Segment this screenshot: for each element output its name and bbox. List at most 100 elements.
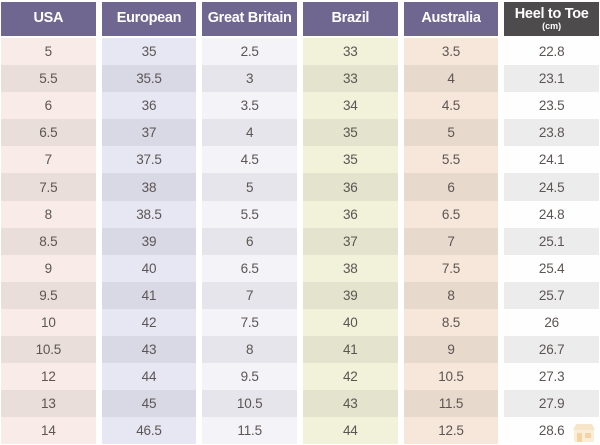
cell-usa: 10	[1, 308, 96, 337]
column-header-label: European	[116, 10, 182, 27]
cell-brazil: 35	[302, 146, 398, 174]
column-header-australia: Australia	[403, 2, 499, 36]
cell-brazil: 43	[302, 390, 398, 418]
cell-australia: 7.5	[403, 254, 499, 282]
column-header-european: European	[101, 2, 197, 36]
cell-brazil: 36	[302, 173, 398, 201]
column-header-label: Australia	[421, 10, 481, 27]
cell-great-britain: 5	[202, 173, 297, 201]
cell-heel-to-toe: 22.8	[504, 38, 599, 66]
cell-australia: 12.5	[403, 417, 499, 445]
cell-brazil: 40	[302, 308, 398, 337]
cell-heel-to-toe: 23.8	[504, 119, 599, 147]
cell-great-britain: 3.5	[202, 92, 297, 120]
cell-great-britain: 10.5	[202, 390, 297, 418]
cell-brazil: 38	[302, 254, 398, 282]
cell-great-britain: 2.5	[202, 38, 297, 66]
column-header-label: USA	[33, 10, 64, 27]
cell-usa: 13	[1, 390, 96, 418]
cell-usa: 6	[1, 92, 96, 120]
cell-brazil: 37	[302, 227, 398, 255]
cell-usa: 12	[1, 363, 96, 391]
column-header-brazil: Brazil	[302, 2, 398, 36]
column-header-heel-to-toe: Heel to Toe (cm)	[504, 2, 599, 36]
column-header-label: Great Britain	[207, 10, 292, 27]
cell-great-britain: 8	[202, 336, 297, 364]
cell-australia: 5.5	[403, 146, 499, 174]
cell-usa: 9.5	[1, 281, 96, 309]
cell-australia: 6	[403, 173, 499, 201]
cell-european: 42	[101, 308, 197, 337]
cell-brazil: 42	[302, 363, 398, 391]
cell-usa: 6.5	[1, 119, 96, 147]
cell-usa: 10.5	[1, 336, 96, 364]
cell-australia: 6.5	[403, 200, 499, 228]
cell-usa: 7.5	[1, 173, 96, 201]
cell-great-britain: 7.5	[202, 308, 297, 337]
cell-brazil: 41	[302, 336, 398, 364]
column-header-great-britain: Great Britain	[202, 2, 297, 36]
cell-heel-to-toe: 25.1	[504, 227, 599, 255]
cell-great-britain: 3	[202, 65, 297, 93]
cell-heel-to-toe: 25.4	[504, 254, 599, 282]
cell-european: 39	[101, 227, 197, 255]
cell-heel-to-toe: 28.6	[504, 417, 599, 445]
column-header-label: Brazil	[331, 10, 370, 27]
cell-european: 43	[101, 336, 197, 364]
cell-usa: 5	[1, 38, 96, 66]
cell-heel-to-toe: 23.1	[504, 65, 599, 93]
cell-heel-to-toe: 27.9	[504, 390, 599, 418]
cell-australia: 9	[403, 336, 499, 364]
cell-usa: 7	[1, 146, 96, 174]
cell-usa: 8	[1, 200, 96, 228]
cell-australia: 4	[403, 65, 499, 93]
cell-brazil: 34	[302, 92, 398, 120]
cell-european: 38	[101, 173, 197, 201]
cell-australia: 4.5	[403, 92, 499, 120]
cell-european: 35	[101, 38, 197, 66]
cell-european: 46.5	[101, 417, 197, 445]
cell-australia: 11.5	[403, 390, 499, 418]
cell-brazil: 33	[302, 65, 398, 93]
cell-european: 37	[101, 119, 197, 147]
cell-great-britain: 5.5	[202, 200, 297, 228]
cell-australia: 3.5	[403, 38, 499, 66]
cell-great-britain: 11.5	[202, 417, 297, 445]
cell-heel-to-toe: 25.7	[504, 281, 599, 309]
cell-australia: 7	[403, 227, 499, 255]
cell-australia: 8	[403, 281, 499, 309]
cell-great-britain: 7	[202, 281, 297, 309]
cell-heel-to-toe: 24.8	[504, 200, 599, 228]
cell-heel-to-toe: 23.5	[504, 92, 599, 120]
cell-european: 44	[101, 363, 197, 391]
cell-heel-to-toe: 24.1	[504, 146, 599, 174]
cell-brazil: 44	[302, 417, 398, 445]
cell-great-britain: 9.5	[202, 363, 297, 391]
cell-great-britain: 4.5	[202, 146, 297, 174]
cell-european: 37.5	[101, 146, 197, 174]
cell-australia: 8.5	[403, 308, 499, 337]
cell-heel-to-toe: 24.5	[504, 173, 599, 201]
column-header-usa: USA	[1, 2, 96, 36]
shop-logo-icon	[573, 424, 595, 442]
cell-usa: 14	[1, 417, 96, 445]
cell-usa: 5.5	[1, 65, 96, 93]
cell-european: 40	[101, 254, 197, 282]
cell-great-britain: 4	[202, 119, 297, 147]
column-header-label: Heel to Toe	[514, 5, 589, 22]
cell-brazil: 33	[302, 38, 398, 66]
cell-usa: 9	[1, 254, 96, 282]
cell-heel-to-toe: 27.3	[504, 363, 599, 391]
cell-australia: 10.5	[403, 363, 499, 391]
cell-european: 35.5	[101, 65, 197, 93]
cell-brazil: 35	[302, 119, 398, 147]
cell-usa: 8.5	[1, 227, 96, 255]
cell-great-britain: 6	[202, 227, 297, 255]
cell-great-britain: 6.5	[202, 254, 297, 282]
cell-brazil: 36	[302, 200, 398, 228]
cell-european: 45	[101, 390, 197, 418]
column-header-sublabel: (cm)	[542, 20, 562, 31]
cell-heel-to-toe: 26	[504, 308, 599, 337]
cell-european: 36	[101, 92, 197, 120]
